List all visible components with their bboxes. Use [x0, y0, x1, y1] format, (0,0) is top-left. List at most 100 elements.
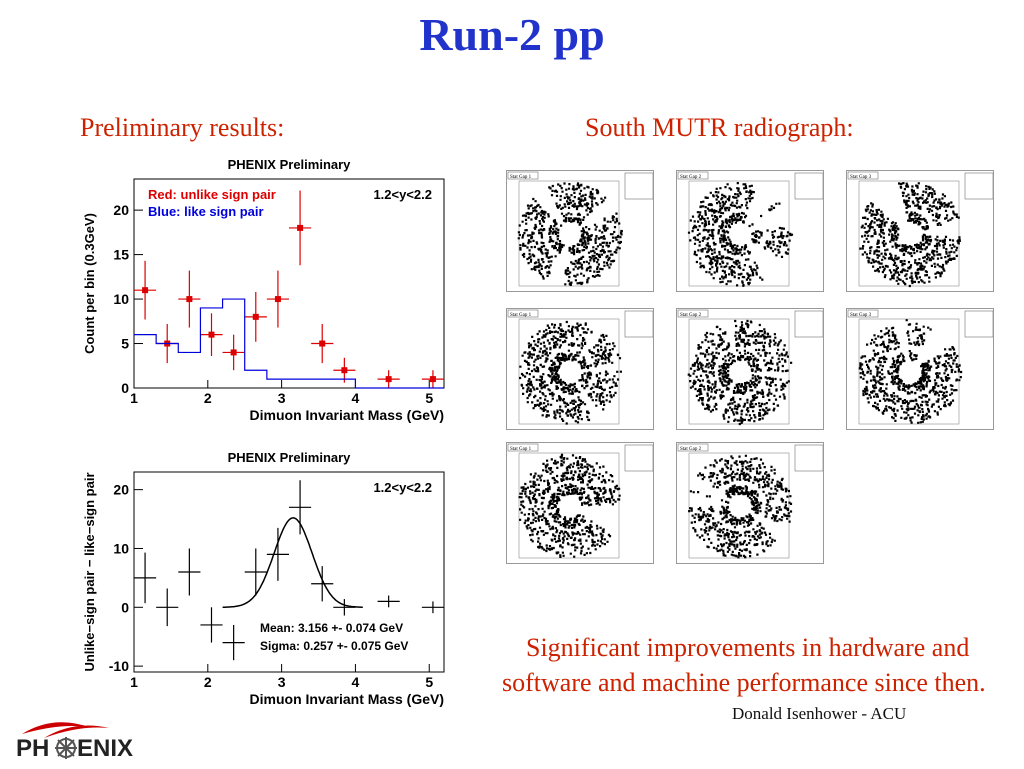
radiograph-stats-box [624, 172, 653, 200]
gaussian-fit-curve [222, 517, 363, 608]
radiograph-label: Stat Gap 1 [510, 175, 532, 180]
radiograph-stats-box [624, 310, 653, 338]
radiograph-stats-box [794, 310, 823, 338]
data-point [208, 331, 215, 338]
radiograph-hits [687, 319, 793, 426]
data-point [142, 287, 149, 294]
radiograph-plot: Stat Gap 1 [507, 309, 653, 425]
x-tick-label: 1 [130, 390, 138, 406]
radiograph-label: Stat Gap 3 [850, 175, 872, 180]
phenix-logo-icon: PH ENIX [16, 722, 133, 762]
radiograph-panel: Stat Gap 3 [846, 308, 994, 430]
radiograph-stats-box [794, 444, 823, 472]
data-point [252, 313, 259, 320]
legend-red: Red: unlike sign pair [148, 187, 276, 202]
radiograph-label-box [847, 171, 879, 180]
data-point [385, 376, 392, 383]
radiograph-label: Stat Gap 1 [510, 447, 532, 452]
radiograph-hits [517, 182, 623, 286]
logo-swoosh [22, 722, 92, 734]
rapidity-annotation: 1.2<y<2.2 [373, 187, 432, 202]
radiograph-stats-box [624, 444, 653, 472]
rapidity-annotation: 1.2<y<2.2 [373, 480, 432, 495]
y-axis-label: Unlike−sign pair − like−sign pair [82, 472, 97, 671]
data-point [230, 349, 237, 356]
logo-swoosh-2 [44, 725, 109, 738]
y-tick-label: -10 [109, 658, 129, 674]
y-tick-label: 20 [113, 482, 129, 498]
radiograph-frame [518, 180, 620, 287]
y-tick-label: 0 [121, 599, 129, 615]
radiograph-label-box [847, 309, 879, 318]
radiograph-label-box [677, 443, 709, 452]
radiograph-frame [518, 318, 620, 425]
x-axis-label: Dimuon Invariant Mass (GeV) [250, 691, 444, 707]
radiograph-label: Stat Gap 1 [510, 313, 532, 318]
data-point [341, 367, 348, 374]
radiograph-hits [858, 319, 963, 424]
slide-title: Run-2 pp [419, 9, 605, 60]
radiograph-hits [859, 182, 961, 288]
y-tick-label: 0 [121, 380, 129, 396]
histogram-line [134, 298, 444, 389]
x-tick-label: 3 [278, 674, 286, 690]
y-tick-label: 10 [113, 291, 129, 307]
radiograph-stats-box [964, 310, 993, 338]
radiograph-panel: Stat Gap 3 [846, 170, 994, 292]
top-mass-chart-svg: PHENIX Preliminary 1 2 3 4 5 0 5 10 15 20 Dimuon In… [82, 157, 445, 423]
x-tick-label: 3 [278, 390, 286, 406]
x-tick-label: 2 [204, 674, 212, 690]
fit-sigma-text: Sigma: 0.257 +- 0.075 GeV [260, 639, 408, 653]
x-tick-label: 2 [204, 390, 212, 406]
radiograph-plot: Stat Gap 1 [507, 171, 653, 287]
phenix-logo: PH ENIX [14, 716, 154, 764]
plot-frame [133, 178, 445, 389]
radiograph-grid: Stat Gap 1 Stat Gap 2 Stat Gap 3 Stat Gap 1… [506, 170, 1004, 570]
radiograph-panel: Stat Gap 2 [676, 170, 824, 292]
right-heading: South MUTR radiograph: [585, 113, 854, 142]
y-tick-label: 10 [113, 540, 129, 556]
radiograph-plot: Stat Gap 2 [677, 443, 823, 559]
radiograph-panel: Stat Gap 1 [506, 442, 654, 564]
y-axis-label: Count per bin (0.3GeV) [82, 213, 97, 354]
chart-title: PHENIX Preliminary [228, 450, 352, 465]
top-mass-chart: PHENIX Preliminary 1 2 3 4 5 0 5 10 15 20 Dimuon In… [78, 155, 458, 430]
radiograph-panel: Stat Gap 2 [676, 442, 824, 564]
author-credit: Donald Isenhower - ACU [732, 704, 907, 723]
radiograph-plot: Stat Gap 2 [677, 309, 823, 426]
radiograph-stats-box [794, 172, 823, 200]
radiograph-plot: Stat Gap 3 [847, 309, 993, 425]
left-heading: Preliminary results: [80, 113, 285, 142]
radiograph-hits [519, 320, 622, 425]
data-point [297, 224, 304, 231]
radiograph-plot: Stat Gap 2 [677, 171, 823, 287]
x-axis-label: Dimuon Invariant Mass (GeV) [250, 407, 444, 423]
logo-text-left: PH [16, 735, 49, 762]
radiograph-label-box [507, 309, 539, 318]
bottom-difference-chart-svg: PHENIX Preliminary 1 2 3 4 5 -10 0 10 20 Dimuon In… [82, 450, 445, 707]
data-point [186, 296, 193, 303]
radiograph-label-box [507, 171, 539, 180]
radiograph-label: Stat Gap 2 [680, 175, 702, 180]
summary-sentence: Significant improvements in hardware and… [502, 633, 986, 697]
x-tick-label: 5 [425, 390, 433, 406]
legend-blue: Blue: like sign pair [148, 204, 264, 219]
radiograph-hits [518, 453, 621, 558]
radiograph-label: Stat Gap 2 [680, 447, 702, 452]
radiograph-frame [518, 452, 620, 559]
x-tick-label: 5 [425, 674, 433, 690]
radiograph-panel: Stat Gap 2 [676, 308, 824, 430]
plot-frame [133, 471, 445, 673]
data-point [429, 376, 436, 383]
y-tick-label: 20 [113, 202, 129, 218]
radiograph-label: Stat Gap 3 [850, 313, 872, 318]
radiograph-hits [687, 182, 794, 287]
y-tick-label: 5 [121, 336, 129, 352]
radiograph-plot: Stat Gap 3 [847, 171, 993, 288]
radiograph-label-box [677, 171, 709, 180]
x-tick-label: 1 [130, 674, 138, 690]
fit-mean-text: Mean: 3.156 +- 0.074 GeV [260, 621, 403, 635]
y-tick-label: 15 [113, 247, 129, 263]
radiograph-label-box [677, 309, 709, 318]
data-point [274, 296, 281, 303]
